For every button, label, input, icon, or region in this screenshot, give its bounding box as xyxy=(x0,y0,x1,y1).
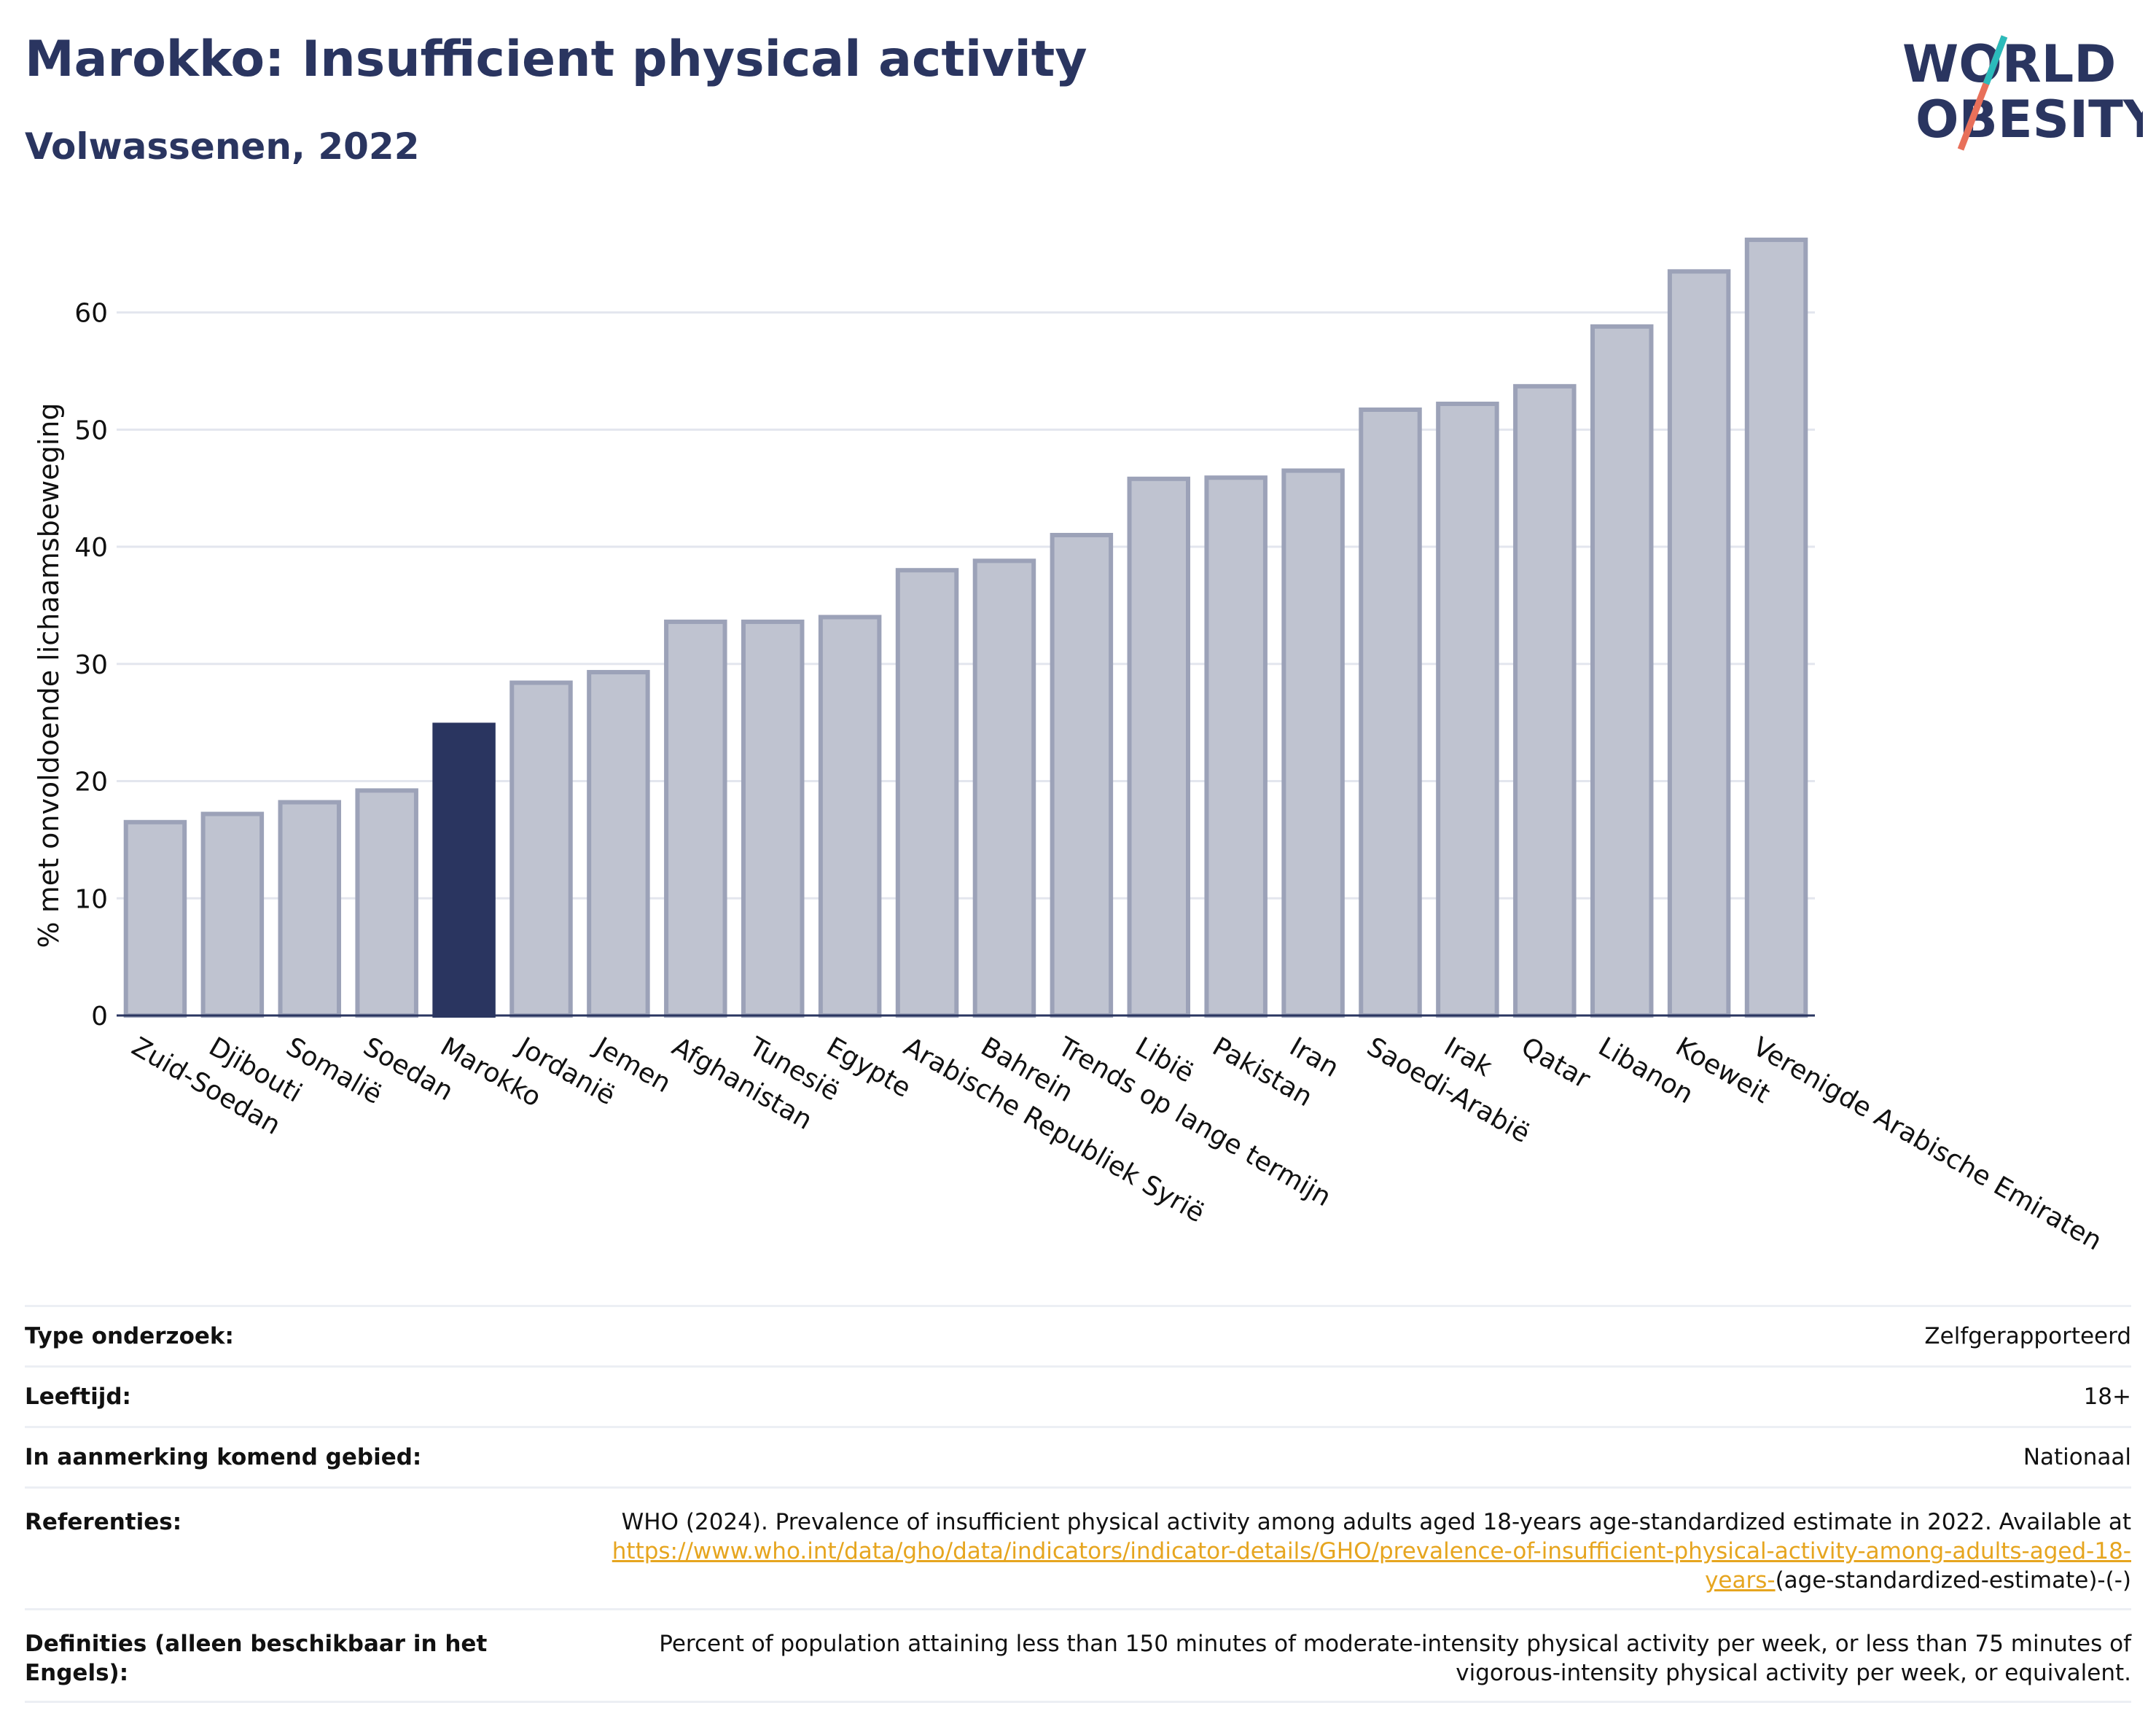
bar xyxy=(1281,468,1345,1018)
reference-tail: (age-standardized-estimate)-(-) xyxy=(1775,1567,2131,1594)
meta-label: Definities (alleen beschikbaar in het En… xyxy=(25,1631,488,1686)
world-obesity-logo: WORLD OBESITY xyxy=(1902,34,2143,151)
logo-line1: WORLD xyxy=(1902,34,2116,94)
bar xyxy=(1127,476,1191,1018)
metadata-table: Type onderzoek: Zelfgerapporteerd Leefti… xyxy=(25,1305,2131,1703)
logo-slash-accent-icon xyxy=(1983,35,2008,85)
meta-row-area: In aanmerking komend gebied: Nationaal xyxy=(25,1426,2131,1486)
bar xyxy=(1667,269,1731,1018)
bar-highlight xyxy=(432,722,496,1018)
meta-value: WHO (2024). Prevalence of insufficient p… xyxy=(491,1508,2131,1595)
y-tick-label: 30 xyxy=(74,650,108,680)
meta-label: Leeftijd: xyxy=(25,1384,131,1410)
bar xyxy=(200,811,265,1018)
bar xyxy=(278,800,342,1018)
logo-line2: OBESITY xyxy=(1915,90,2143,149)
bar xyxy=(1359,407,1422,1018)
y-tick-label: 20 xyxy=(74,768,108,798)
chart-title: Marokko: Insufficient physical activity xyxy=(25,31,1087,88)
x-tick-label: Verenigde Arabische Emiraten xyxy=(1748,1032,2107,1256)
bar xyxy=(509,680,573,1018)
chart-subtitle: Volwassenen, 2022 xyxy=(25,125,420,168)
bar xyxy=(355,788,418,1018)
bar xyxy=(587,670,650,1018)
bar xyxy=(1050,532,1114,1018)
meta-value: 18+ xyxy=(2083,1384,2131,1410)
y-axis-label: % met onvoldoende lichaamsbeweging xyxy=(33,403,65,948)
bar xyxy=(1590,324,1654,1018)
x-tick-label: Qatar xyxy=(1516,1032,1595,1094)
bars xyxy=(123,237,1808,1018)
y-tick-label: 10 xyxy=(74,884,108,914)
meta-label: Type onderzoek: xyxy=(25,1323,234,1349)
meta-value: Nationaal xyxy=(2023,1444,2131,1470)
bar xyxy=(1513,383,1577,1018)
bar xyxy=(123,819,187,1018)
bar xyxy=(818,615,882,1018)
y-tick-label: 60 xyxy=(74,299,108,329)
bar xyxy=(1744,237,1808,1018)
y-tick-label: 50 xyxy=(74,416,108,445)
bar xyxy=(1436,401,1499,1018)
bar xyxy=(895,568,959,1018)
bar xyxy=(664,619,727,1018)
bar xyxy=(1204,475,1268,1018)
bar xyxy=(741,619,805,1018)
reference-text: WHO (2024). Prevalence of insufficient p… xyxy=(621,1509,2131,1535)
x-tick-labels: Zuid-SoedanDjiboutiSomaliëSoedanMarokkoJ… xyxy=(127,1031,2107,1256)
bar-chart: 0 10 20 30 40 50 60 Zuid-SoedanDjiboutiSomalië… xyxy=(33,237,2107,1257)
y-tick-label: 40 xyxy=(74,533,108,563)
meta-label: Referenties: xyxy=(25,1509,182,1535)
y-tick-label: 0 xyxy=(91,1002,108,1032)
meta-row-age: Leeftijd: 18+ xyxy=(25,1365,2131,1426)
meta-row-definitions: Definities (alleen beschikbaar in het En… xyxy=(25,1608,2131,1703)
meta-row-references: Referenties: WHO (2024). Prevalence of i… xyxy=(25,1486,2131,1608)
reference-link[interactable]: https://www.who.int/data/gho/data/indica… xyxy=(612,1538,2131,1594)
meta-value: Zelfgerapporteerd xyxy=(1924,1323,2131,1349)
meta-row-survey-type: Type onderzoek: Zelfgerapporteerd xyxy=(25,1305,2131,1365)
bar xyxy=(972,558,1036,1018)
meta-value: Percent of population attaining less tha… xyxy=(659,1631,2131,1686)
meta-label: In aanmerking komend gebied: xyxy=(25,1444,422,1470)
y-tick-labels: 0 10 20 30 40 50 60 xyxy=(74,299,108,1032)
